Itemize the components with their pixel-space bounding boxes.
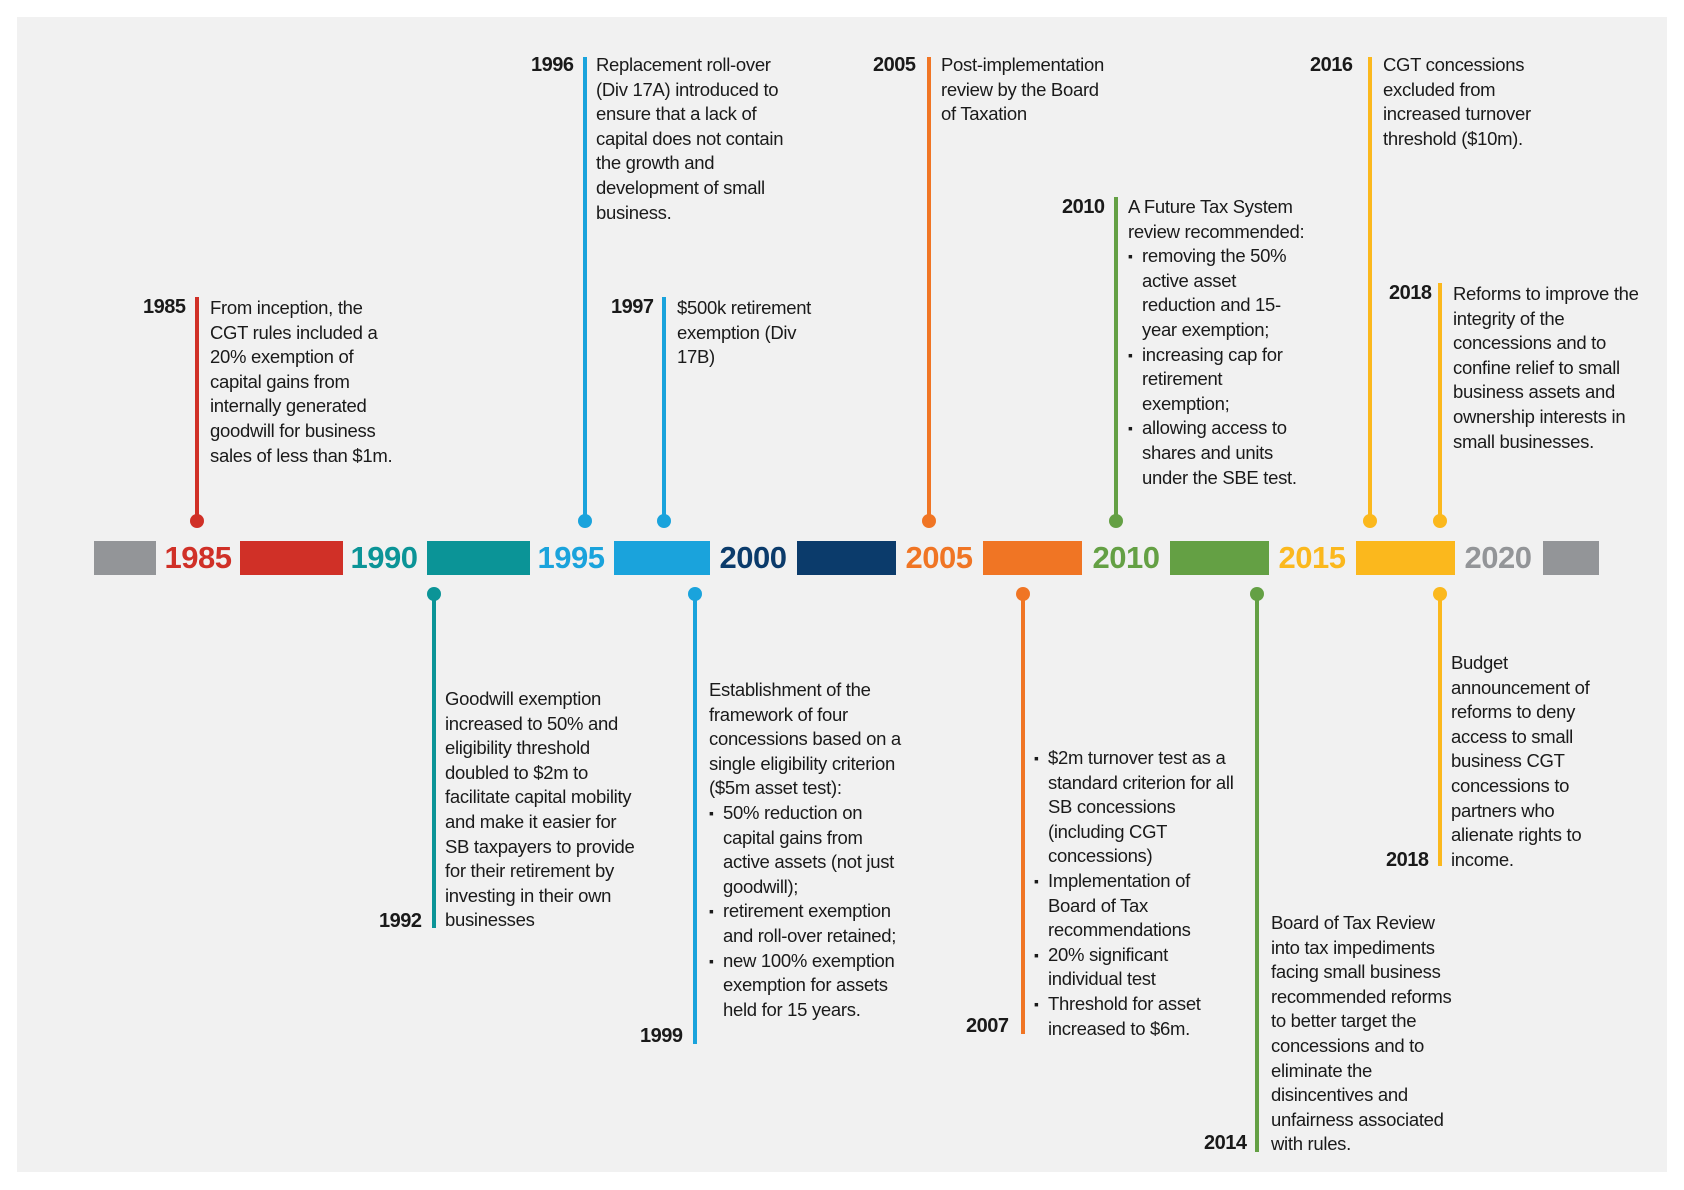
event-year-1996: 1996 bbox=[531, 54, 574, 76]
event-text: From inception, the CGT rules included a… bbox=[210, 297, 393, 466]
event-description-1992: Goodwill exemption increased to 50% and … bbox=[445, 687, 645, 933]
event-description-1996: Replacement roll-over (Div 17A) introduc… bbox=[596, 53, 786, 225]
axis-year-label: 2020 bbox=[1464, 540, 1532, 575]
event-year-1985: 1985 bbox=[143, 296, 186, 318]
event-stem-2005 bbox=[927, 57, 931, 521]
event-description-2007: $2m turnover test as a standard criterio… bbox=[1034, 746, 1234, 1041]
event-stem-2018-a bbox=[1438, 283, 1442, 521]
event-year-2010: 2010 bbox=[1062, 196, 1105, 218]
event-bullet: Threshold for asset increased to $6m. bbox=[1034, 992, 1234, 1041]
event-text: Reforms to improve the integrity of the … bbox=[1453, 283, 1639, 452]
axis-bar-grey-right bbox=[1543, 541, 1599, 575]
event-text: $500k retirement exemption (Div 17B) bbox=[677, 297, 812, 368]
event-bullet: Implementation of Board of Tax recommend… bbox=[1034, 869, 1234, 943]
axis-year-label: 1990 bbox=[350, 540, 418, 575]
event-year-2014: 2014 bbox=[1204, 1132, 1247, 1154]
event-description-1999: Establishment of the framework of four c… bbox=[709, 678, 909, 1022]
event-text: Replacement roll-over (Div 17A) introduc… bbox=[596, 54, 784, 223]
event-year-2018-a: 2018 bbox=[1389, 282, 1432, 304]
event-stem-2016 bbox=[1368, 57, 1372, 521]
event-description-2014: Board of Tax Review into tax impediments… bbox=[1271, 911, 1456, 1157]
axis-bar-grey-left bbox=[94, 541, 156, 575]
event-stem-1997 bbox=[662, 297, 666, 521]
event-marker-2010 bbox=[1109, 514, 1123, 528]
event-text: Budget announcement of reforms to deny a… bbox=[1451, 652, 1590, 870]
event-marker-2018-a bbox=[1433, 514, 1447, 528]
event-marker-1997 bbox=[657, 514, 671, 528]
event-stem-1999 bbox=[693, 594, 697, 1044]
event-marker-2005 bbox=[922, 514, 936, 528]
axis-bar-teal bbox=[427, 541, 530, 575]
event-year-1999: 1999 bbox=[640, 1025, 683, 1047]
event-description-2005: Post-implementation review by the Board … bbox=[941, 53, 1116, 127]
event-description-1997: $500k retirement exemption (Div 17B) bbox=[677, 296, 827, 370]
event-marker-2016 bbox=[1363, 514, 1377, 528]
event-year-1992: 1992 bbox=[379, 910, 422, 932]
event-text: CGT concessions excluded from increased … bbox=[1383, 54, 1531, 149]
event-text: A Future Tax System review recommended: bbox=[1128, 196, 1305, 242]
event-bullet: increasing cap for retirement exemption; bbox=[1128, 343, 1308, 417]
axis-year-label: 1995 bbox=[537, 540, 605, 575]
event-bullet: retirement exemption and roll-over retai… bbox=[709, 899, 909, 948]
event-stem-1985 bbox=[195, 297, 199, 521]
axis-year-label: 2005 bbox=[905, 540, 973, 575]
event-stem-1996 bbox=[583, 57, 587, 521]
axis-year-label: 2015 bbox=[1278, 540, 1346, 575]
axis-bar-navy bbox=[797, 541, 896, 575]
event-bullet: removing the 50% active asset reduction … bbox=[1128, 244, 1308, 342]
event-stem-2018-b bbox=[1438, 594, 1442, 866]
axis-year-label: 2000 bbox=[719, 540, 787, 575]
axis-year-label: 2010 bbox=[1092, 540, 1160, 575]
event-year-2007: 2007 bbox=[966, 1015, 1009, 1037]
event-bullet-list: removing the 50% active asset reduction … bbox=[1128, 244, 1308, 490]
event-description-2018-b: Budget announcement of reforms to deny a… bbox=[1451, 651, 1601, 872]
event-marker-1985 bbox=[190, 514, 204, 528]
axis-bar-yellow bbox=[1356, 541, 1455, 575]
event-bullet: $2m turnover test as a standard criterio… bbox=[1034, 746, 1234, 869]
axis-bar-red bbox=[240, 541, 343, 575]
axis-year-label: 1985 bbox=[164, 540, 232, 575]
event-text: Establishment of the framework of four c… bbox=[709, 679, 901, 799]
event-year-2018-b: 2018 bbox=[1386, 849, 1429, 871]
event-bullet: 50% reduction on capital gains from acti… bbox=[709, 801, 909, 899]
event-bullet-list: 50% reduction on capital gains from acti… bbox=[709, 801, 909, 1022]
event-bullet: allowing access to shares and units unde… bbox=[1128, 416, 1308, 490]
event-text: Post-implementation review by the Board … bbox=[941, 54, 1104, 125]
event-bullet: 20% significant individual test bbox=[1034, 943, 1234, 992]
event-text: Goodwill exemption increased to 50% and … bbox=[445, 688, 635, 931]
axis-bar-green bbox=[1170, 541, 1269, 575]
axis-bar-blue bbox=[614, 541, 710, 575]
event-bullet-list: $2m turnover test as a standard criterio… bbox=[1034, 746, 1234, 1041]
event-stem-2007 bbox=[1021, 594, 1025, 1034]
event-stem-2010 bbox=[1114, 197, 1118, 521]
event-stem-1992 bbox=[432, 594, 436, 928]
event-stem-2014 bbox=[1255, 594, 1259, 1152]
event-text: Board of Tax Review into tax impediments… bbox=[1271, 912, 1452, 1155]
event-year-2016: 2016 bbox=[1310, 54, 1353, 76]
event-marker-1996 bbox=[578, 514, 592, 528]
event-description-2010: A Future Tax System review recommended: … bbox=[1128, 195, 1308, 490]
event-bullet: new 100% exemption exemption for assets … bbox=[709, 949, 909, 1023]
axis-bar-orange bbox=[983, 541, 1082, 575]
event-description-2018-a: Reforms to improve the integrity of the … bbox=[1453, 282, 1653, 454]
event-year-1997: 1997 bbox=[611, 296, 654, 318]
event-year-2005: 2005 bbox=[873, 54, 916, 76]
event-description-1985: From inception, the CGT rules included a… bbox=[210, 296, 400, 468]
event-description-2016: CGT concessions excluded from increased … bbox=[1383, 53, 1543, 151]
